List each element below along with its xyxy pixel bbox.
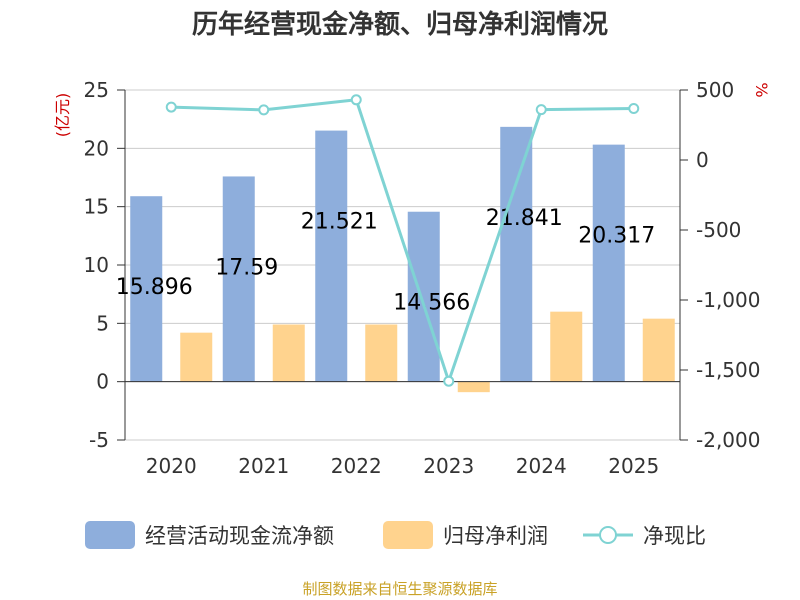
x-tick-label: 2024 [516,454,567,478]
source-note: 制图数据来自恒生聚源数据库 [302,580,498,598]
x-tick-label: 2021 [238,454,289,478]
ratio-point [443,375,455,387]
left-tick-label: 10 [84,253,109,277]
ratio-point [258,104,270,116]
ratio-point [350,94,362,106]
net-profit-bar [457,381,490,393]
ratio-point [535,104,547,116]
left-tick-label: 5 [96,311,109,335]
left-tick-label: -5 [89,428,109,452]
right-tick-label: 0 [696,148,709,172]
cash-flow-bar [592,144,625,382]
right-axis-unit: % [752,82,771,97]
left-tick-label: 0 [96,370,109,394]
left-tick-label: 25 [84,78,109,102]
cash-flow-data-label: 21.521 [301,210,378,235]
cash-flow-data-label: 15.896 [116,275,193,300]
legend-cash-flow-swatch [85,521,135,549]
legend-ratio-marker [599,526,617,544]
left-tick-label: 20 [84,136,109,160]
right-tick-label: 500 [696,78,734,102]
legend-net-profit-label: 归母净利润 [443,524,548,548]
cash-flow-bar [407,211,440,382]
right-tick-label: -500 [696,218,741,242]
cash-flow-data-label: 14.566 [393,291,470,316]
left-tick-label: 15 [84,195,109,219]
net-profit-bar [550,311,583,382]
cash-flow-bar [222,176,255,382]
net-profit-bar [180,332,213,382]
x-tick-label: 2022 [331,454,382,478]
cash-flow-data-label: 17.59 [215,255,278,280]
legend-ratio-label: 净现比 [643,524,706,548]
cash-flow-data-label: 21.841 [486,206,563,231]
right-tick-label: -1,000 [696,288,760,312]
x-tick-label: 2023 [423,454,474,478]
cash-flow-bar [130,196,163,382]
right-tick-label: -2,000 [696,428,760,452]
legend-net-profit-swatch [383,521,433,549]
chart-title: 历年经营现金净额、归母净利润情况 [191,10,608,40]
ratio-line [171,98,634,386]
x-tick-label: 2025 [608,454,659,478]
legend-cash-flow-label: 经营活动现金流净额 [145,524,334,548]
ratio-point [628,102,640,114]
net-profit-bar [365,324,398,382]
right-tick-label: -1,500 [696,358,760,382]
cash-flow-data-label: 20.317 [578,224,655,249]
cash-flow-bar [500,126,533,382]
left-axis-unit: (亿元) [53,93,72,138]
net-profit-bar [272,324,305,382]
cash-flow-bar [315,130,348,382]
x-tick-label: 2020 [146,454,197,478]
net-profit-bar [642,318,675,382]
ratio-point [165,101,177,113]
